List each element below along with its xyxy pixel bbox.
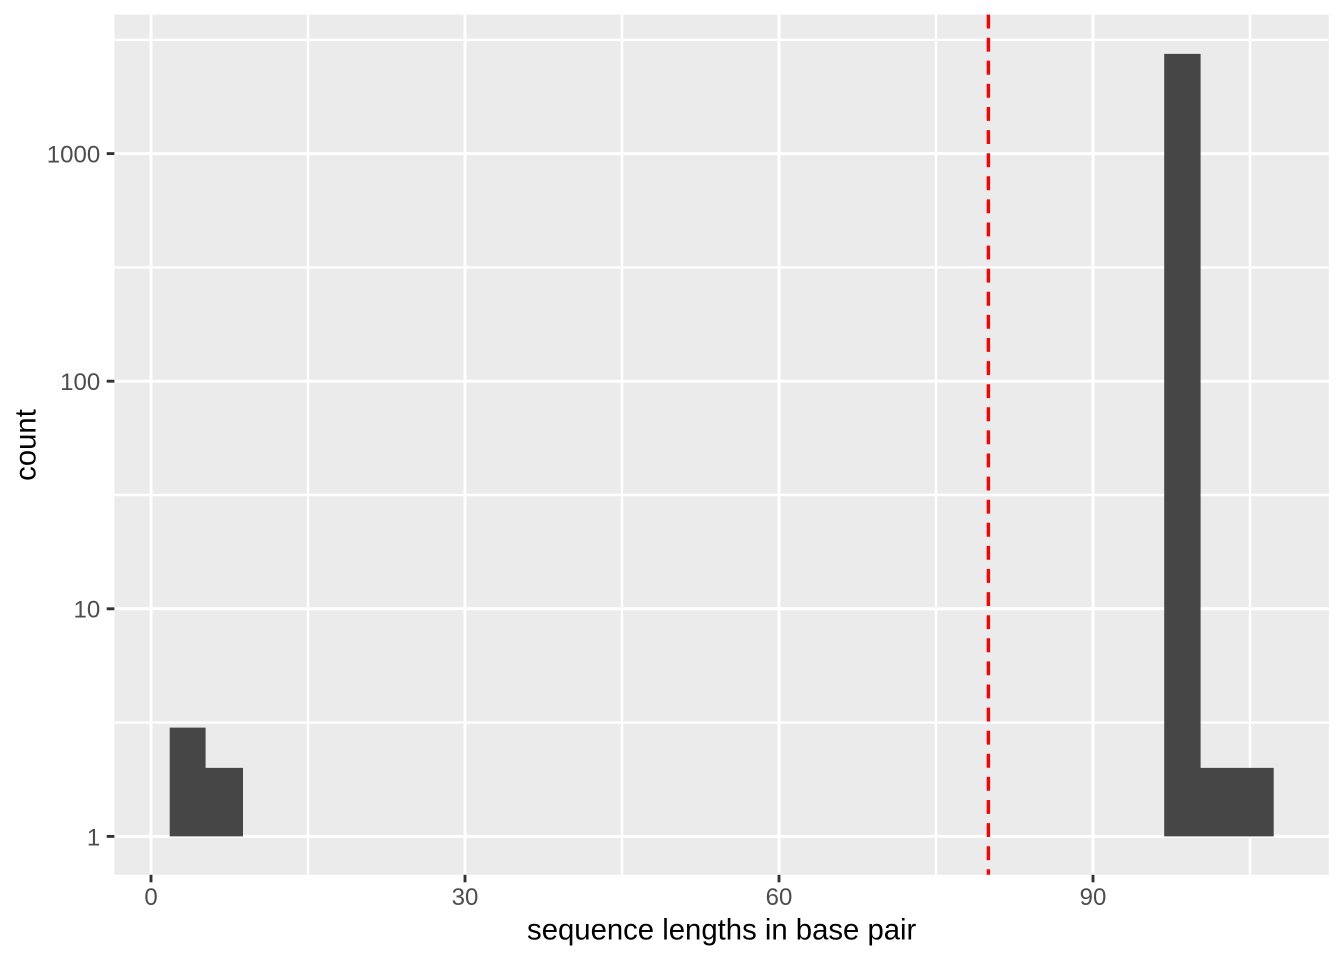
svg-text:100: 100 bbox=[60, 369, 100, 396]
svg-text:60: 60 bbox=[766, 884, 793, 911]
svg-text:0: 0 bbox=[144, 884, 157, 911]
svg-text:count: count bbox=[10, 409, 43, 481]
svg-text:1000: 1000 bbox=[47, 142, 100, 169]
svg-text:sequence lengths in base pair: sequence lengths in base pair bbox=[527, 914, 917, 947]
svg-text:10: 10 bbox=[73, 597, 100, 624]
svg-text:90: 90 bbox=[1080, 884, 1107, 911]
svg-text:30: 30 bbox=[452, 884, 479, 911]
svg-text:1: 1 bbox=[87, 824, 100, 851]
